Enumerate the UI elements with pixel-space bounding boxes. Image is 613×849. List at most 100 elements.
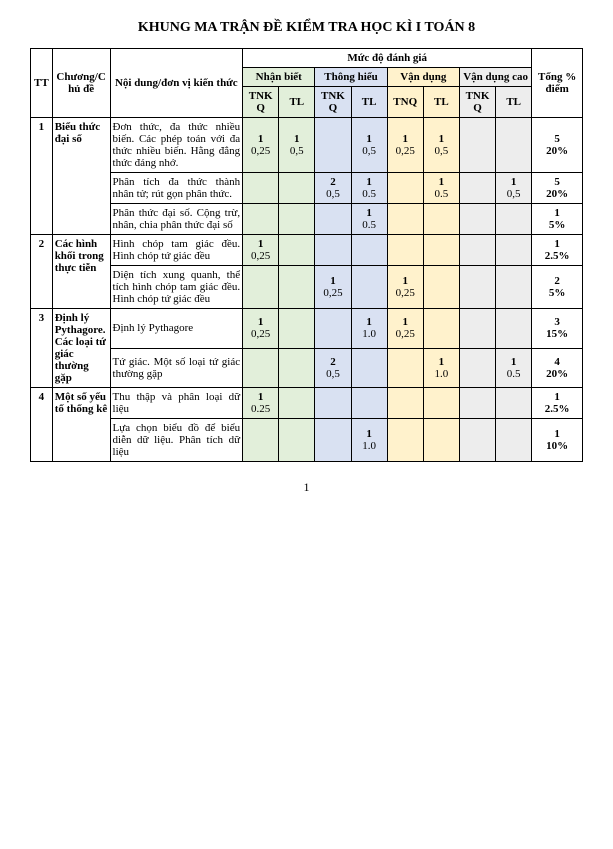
cell-nb_tn: 10,25: [243, 235, 279, 266]
cell-nb_tl: [279, 204, 315, 235]
cell-noidung: Thu thập và phân loại dữ liệu: [110, 388, 243, 419]
cell-vdc_tn: [459, 348, 495, 388]
cell-chude: Biểu thức đại số: [52, 118, 110, 235]
cell-tt: 4: [31, 388, 53, 462]
hdr-vdc: Vận dụng cao: [459, 68, 531, 87]
cell-th_tn: [315, 419, 351, 462]
cell-nb_tn: [243, 204, 279, 235]
cell-tt: 1: [31, 118, 53, 235]
cell-tong: 12.5%: [532, 235, 583, 266]
cell-th_tl: 10,5: [351, 118, 387, 173]
cell-vdc_tl: [496, 235, 532, 266]
cell-nb_tl: [279, 388, 315, 419]
hdr-vd: Vận dụng: [387, 68, 459, 87]
table-row: 4Một số yếu tố thống kêThu thập và phân …: [31, 388, 583, 419]
cell-tong: 420%: [532, 348, 583, 388]
cell-th_tn: [315, 235, 351, 266]
hdr-nb-tl: TL: [279, 87, 315, 118]
cell-th_tl: 11.0: [351, 419, 387, 462]
hdr-nb-tn: TNKQ: [243, 87, 279, 118]
table-row: 3Định lý Pythagore. Các loại tứ giác thư…: [31, 309, 583, 349]
cell-noidung: Định lý Pythagore: [110, 309, 243, 349]
hdr-mucdo: Mức độ đánh giá: [243, 49, 532, 68]
cell-noidung: Đơn thức, đa thức nhiều biến. Các phép t…: [110, 118, 243, 173]
cell-tong: 110%: [532, 419, 583, 462]
cell-vdc_tn: [459, 173, 495, 204]
cell-nb_tl: 10,5: [279, 118, 315, 173]
cell-nb_tl: [279, 173, 315, 204]
cell-vd_tn: 10,25: [387, 266, 423, 309]
cell-vdc_tn: [459, 266, 495, 309]
cell-vdc_tn: [459, 419, 495, 462]
cell-vd_tn: [387, 173, 423, 204]
cell-noidung: Tứ giác. Một số loại tứ giác thường gặp: [110, 348, 243, 388]
cell-vd_tl: [423, 204, 459, 235]
cell-vd_tl: [423, 266, 459, 309]
table-row: 2Các hình khối trong thực tiễnHình chóp …: [31, 235, 583, 266]
cell-nb_tn: [243, 419, 279, 462]
cell-th_tl: 10.5: [351, 173, 387, 204]
cell-vd_tn: 10,25: [387, 118, 423, 173]
cell-vdc_tn: [459, 118, 495, 173]
cell-tong: 12.5%: [532, 388, 583, 419]
cell-chude: Định lý Pythagore. Các loại tứ giác thườ…: [52, 309, 110, 388]
cell-th_tn: 10,25: [315, 266, 351, 309]
cell-vdc_tl: [496, 118, 532, 173]
cell-th_tn: [315, 204, 351, 235]
cell-th_tl: [351, 348, 387, 388]
table-row: Diện tích xung quanh, thể tích hình chóp…: [31, 266, 583, 309]
cell-vd_tn: [387, 388, 423, 419]
table-row: Phân tích đa thức thành nhân tử; rút gọn…: [31, 173, 583, 204]
cell-th_tl: [351, 388, 387, 419]
hdr-th: Thông hiểu: [315, 68, 387, 87]
page-title: KHUNG MA TRẬN ĐỀ KIỂM TRA HỌC KÌ I TOÁN …: [30, 20, 583, 36]
cell-noidung: Lựa chọn biểu đồ để biểu diễn dữ liệu. P…: [110, 419, 243, 462]
cell-vd_tn: [387, 419, 423, 462]
hdr-vd-tn: TNQ: [387, 87, 423, 118]
cell-vdc_tl: [496, 419, 532, 462]
cell-vdc_tl: [496, 309, 532, 349]
matrix-table: TT Chương/Chủ đề Nội dung/đơn vị kiến th…: [30, 48, 583, 462]
hdr-th-tl: TL: [351, 87, 387, 118]
hdr-tt: TT: [31, 49, 53, 118]
cell-th_tn: [315, 388, 351, 419]
cell-vdc_tl: [496, 388, 532, 419]
cell-nb_tn: [243, 348, 279, 388]
page-number: 1: [30, 480, 583, 495]
cell-vd_tn: [387, 235, 423, 266]
hdr-vdc-tl: TL: [496, 87, 532, 118]
cell-tong: 315%: [532, 309, 583, 349]
cell-th_tl: 10.5: [351, 204, 387, 235]
cell-th_tl: [351, 235, 387, 266]
cell-vdc_tl: [496, 266, 532, 309]
cell-tong: 520%: [532, 118, 583, 173]
hdr-th-tn: TNKQ: [315, 87, 351, 118]
cell-vdc_tl: 10,5: [496, 173, 532, 204]
cell-nb_tl: [279, 348, 315, 388]
cell-nb_tl: [279, 266, 315, 309]
hdr-nb: Nhận biết: [243, 68, 315, 87]
cell-vdc_tn: [459, 204, 495, 235]
cell-nb_tn: 10,25: [243, 118, 279, 173]
cell-tt: 3: [31, 309, 53, 388]
cell-nb_tn: 10.25: [243, 388, 279, 419]
cell-nb_tl: [279, 235, 315, 266]
cell-vdc_tn: [459, 309, 495, 349]
cell-vd_tl: 11.0: [423, 348, 459, 388]
cell-nb_tn: 10,25: [243, 309, 279, 349]
cell-vd_tl: [423, 388, 459, 419]
cell-vd_tl: [423, 419, 459, 462]
cell-vd_tl: 10.5: [423, 173, 459, 204]
cell-tong: 15%: [532, 204, 583, 235]
cell-chude: Các hình khối trong thực tiễn: [52, 235, 110, 309]
cell-noidung: Diện tích xung quanh, thể tích hình chóp…: [110, 266, 243, 309]
hdr-vd-tl: TL: [423, 87, 459, 118]
hdr-chude: Chương/Chủ đề: [52, 49, 110, 118]
table-row: Lựa chọn biểu đồ để biểu diễn dữ liệu. P…: [31, 419, 583, 462]
hdr-noidung: Nội dung/đơn vị kiến thức: [110, 49, 243, 118]
cell-vdc_tl: 10.5: [496, 348, 532, 388]
cell-vd_tn: [387, 204, 423, 235]
cell-th_tl: [351, 266, 387, 309]
cell-vdc_tl: [496, 204, 532, 235]
cell-nb_tn: [243, 266, 279, 309]
